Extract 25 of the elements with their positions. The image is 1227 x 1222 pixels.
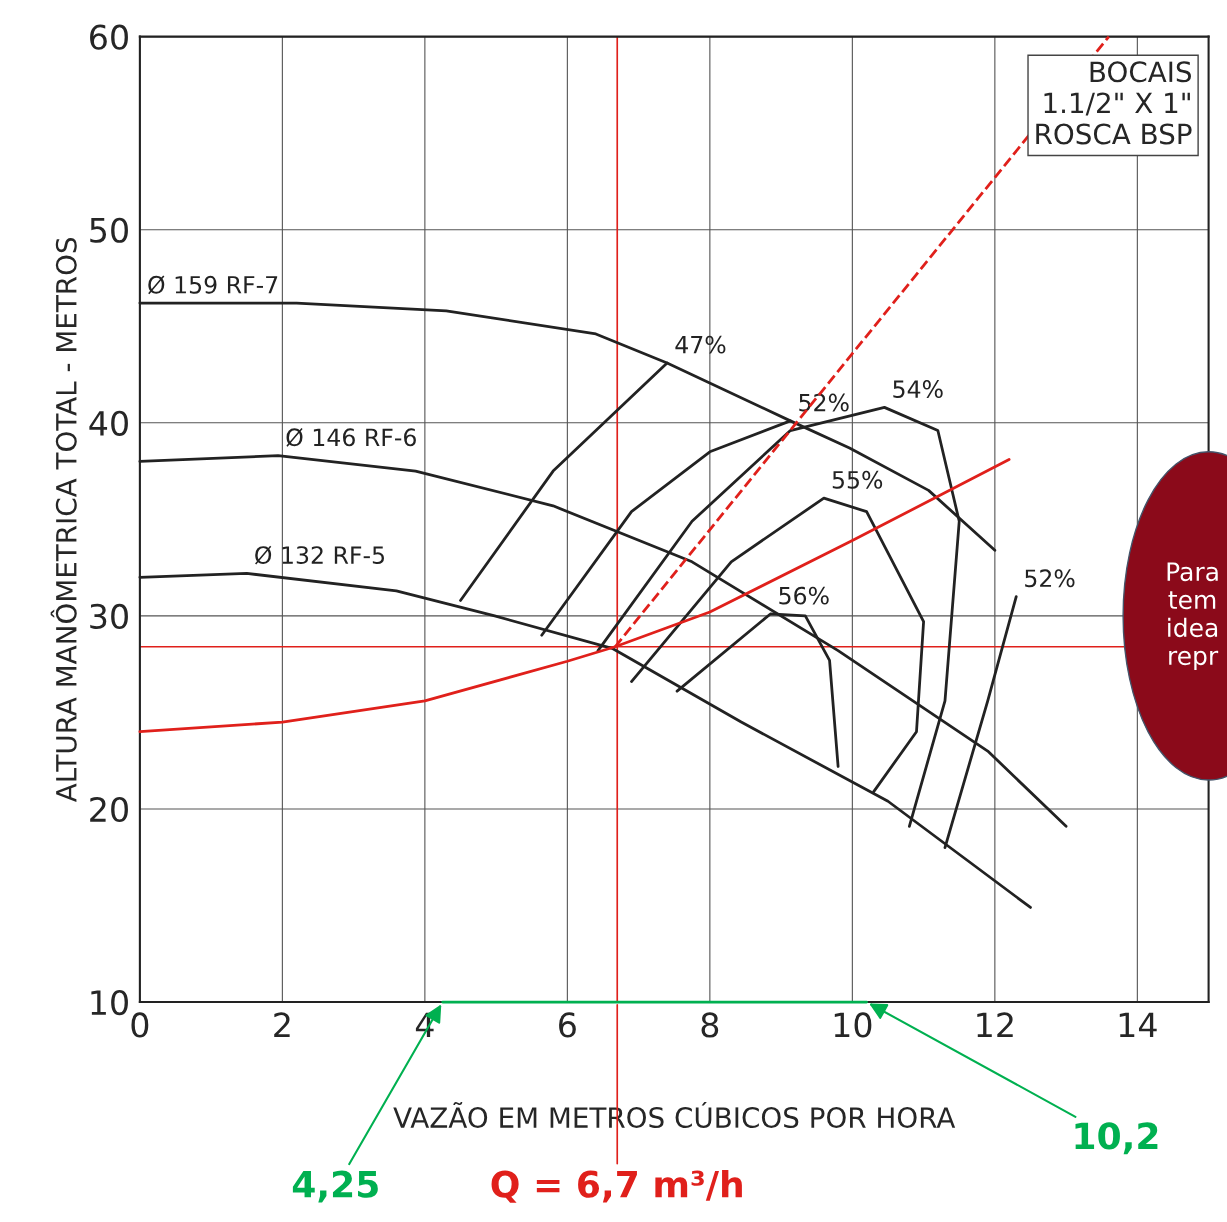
y-tick-label: 30: [90, 603, 128, 630]
y-tick-label: 60: [90, 24, 128, 50]
x-tick-label: 0: [131, 1012, 149, 1038]
series-label: 52%: [1025, 569, 1075, 588]
x-tick-label: 6: [559, 1012, 576, 1038]
series-label: 47%: [675, 335, 726, 354]
x-tick-label: 2: [274, 1012, 290, 1038]
y-tick-label: 20: [90, 796, 128, 823]
annotation: Q = 6,7 m³/h: [491, 1169, 742, 1203]
series-label: Ø 146 RF-6: [286, 427, 416, 447]
x-tick-label: 14: [1119, 1012, 1157, 1038]
annotation: BOCAIS 1.1/2" X 1" ROSCA BSP: [1036, 61, 1192, 145]
x-tick-label: 12: [977, 1012, 1013, 1038]
annotation: Para tem idea repr: [1167, 562, 1219, 670]
y-axis-title: ALTURA MANÔMETRICA TOTAL - METROS: [50, 237, 77, 803]
series-label: 54%: [893, 380, 943, 398]
annotation: 10,2: [1075, 1122, 1158, 1155]
series-label: Ø 159 RF-7: [148, 275, 278, 295]
y-tick-label: 50: [90, 217, 128, 243]
y-tick-label: 10: [91, 989, 128, 1016]
series-label: 56%: [779, 586, 829, 605]
x-tick-label: 8: [701, 1012, 719, 1038]
y-tick-label: 40: [89, 410, 128, 436]
annotation: 4,25: [292, 1170, 378, 1203]
x-tick-label: 10: [834, 1012, 872, 1038]
